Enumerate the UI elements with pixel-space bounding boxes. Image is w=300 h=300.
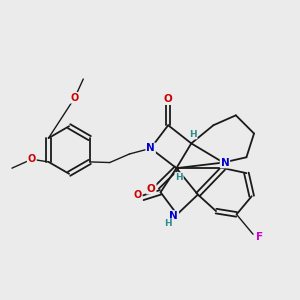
Text: F: F	[256, 232, 263, 242]
Text: H: H	[164, 219, 172, 228]
Text: O: O	[164, 94, 172, 104]
Text: H: H	[189, 130, 197, 139]
Text: O: O	[134, 190, 142, 200]
Text: O: O	[147, 184, 156, 194]
Text: O: O	[70, 93, 79, 103]
Text: N: N	[169, 211, 178, 221]
Text: N: N	[220, 158, 229, 167]
Text: H: H	[175, 173, 183, 182]
Text: O: O	[28, 154, 36, 164]
Text: N: N	[146, 143, 155, 153]
